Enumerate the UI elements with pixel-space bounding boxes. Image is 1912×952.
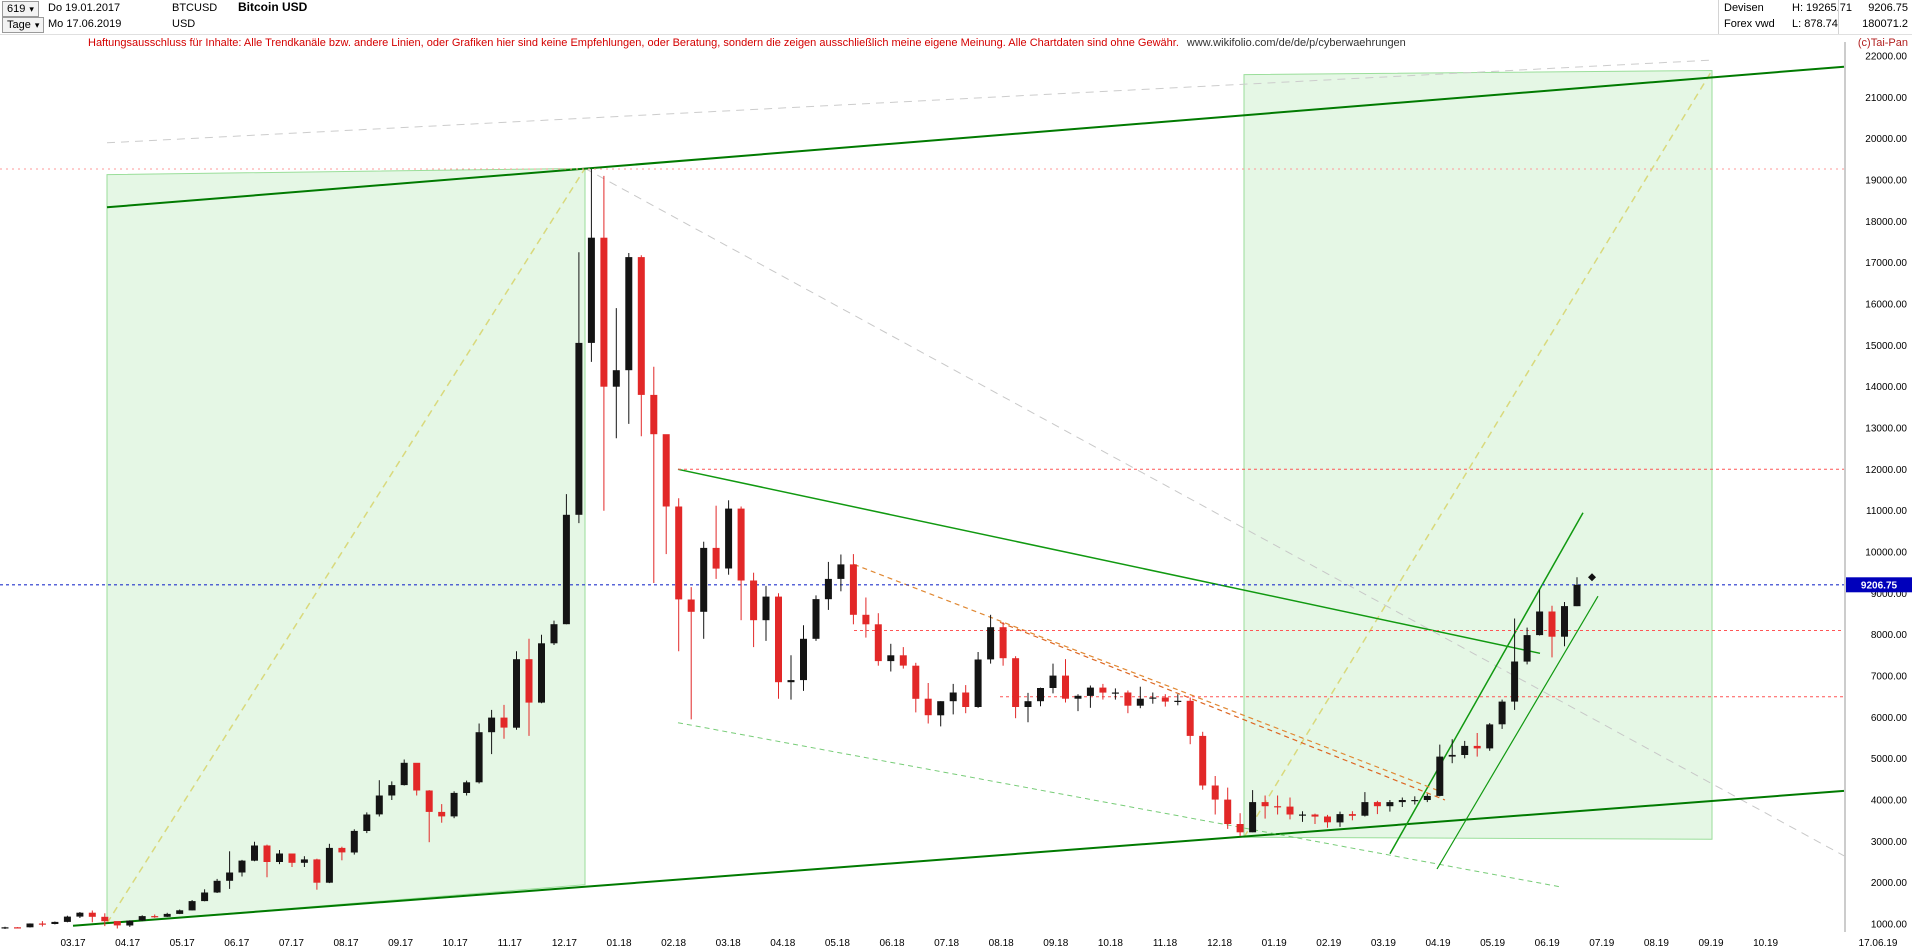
date-to: Mo 17.06.2019 [48, 18, 122, 30]
y-axis-label: 11000.00 [1866, 506, 1907, 517]
y-axis-label: 19000.00 [1865, 176, 1907, 187]
x-axis-current-date: 17.06.19 [1859, 938, 1898, 949]
x-axis-label: 08.19 [1644, 938, 1669, 949]
x-axis-label: 03.19 [1371, 938, 1396, 949]
x-axis-label: 04.18 [770, 938, 795, 949]
x-axis-label: 02.19 [1316, 938, 1341, 949]
feed-label: Forex vwd [1724, 18, 1775, 30]
x-axis-label: 10.19 [1753, 938, 1778, 949]
lows-trendline-2018 [677, 722, 1561, 888]
volume-value: 180071.2 [1862, 18, 1908, 30]
chevron-down-icon: ▾ [34, 19, 40, 30]
last-price-marker [1588, 573, 1596, 582]
steep-uptrend-2019-b [1436, 595, 1599, 870]
x-axis-label: 08.17 [333, 938, 358, 949]
y-axis-label: 1000.00 [1871, 920, 1908, 931]
x-axis-label: 03.17 [60, 938, 85, 949]
downtrend-line-2018 [677, 468, 1541, 655]
x-axis-label: 11.17 [498, 938, 523, 949]
x-axis-label: 03.18 [716, 938, 741, 949]
chevron-down-icon: ▾ [29, 3, 34, 14]
upper-trendline [106, 65, 1845, 209]
y-axis-label: 21000.00 [1865, 93, 1907, 104]
x-axis-label: 09.19 [1698, 938, 1723, 949]
bars-count-value: 619 [7, 2, 26, 15]
x-axis-label: 10.18 [1098, 938, 1123, 949]
orange-downtrend-b [999, 621, 1446, 801]
period-value: Tage [7, 18, 31, 31]
orange-downtrend-a [853, 563, 1440, 792]
lower-support-trendline [72, 789, 1845, 927]
header-divider [1838, 0, 1839, 34]
x-axis-label: 06.19 [1535, 938, 1560, 949]
instrument-title: Bitcoin USD [238, 0, 308, 14]
y-axis-label: 12000.00 [1865, 465, 1907, 476]
x-axis-label: 10.17 [443, 938, 468, 949]
x-axis-label: 02.18 [661, 938, 686, 949]
y-axis-label: 9000.00 [1871, 589, 1908, 600]
header-separator [0, 34, 1912, 35]
x-axis-label: 07.17 [279, 938, 304, 949]
x-axis-label: 05.17 [170, 938, 195, 949]
exchange-label: Devisen [1724, 2, 1764, 14]
header-divider [1718, 0, 1719, 34]
steep-uptrend-2019-a [1389, 512, 1584, 855]
x-axis-label: 05.19 [1480, 938, 1505, 949]
date-from: Do 19.01.2017 [48, 2, 121, 14]
x-axis-label: 09.18 [1043, 938, 1068, 949]
y-axis-label: 20000.00 [1865, 134, 1907, 145]
gray-trendline-down [584, 167, 1845, 857]
y-axis-label: 15000.00 [1865, 341, 1907, 352]
y-axis-label: 22000.00 [1865, 52, 1907, 63]
y-axis-label: 13000.00 [1865, 424, 1907, 435]
period-low: L: 878.74 [1792, 18, 1838, 30]
rally-diagonal-2017 [106, 167, 586, 924]
period-high: H: 19265.71 [1792, 2, 1852, 14]
y-axis-label: 7000.00 [1871, 672, 1908, 683]
disclaimer-text: Haftungsausschluss für Inhalte: Alle Tre… [88, 37, 1179, 49]
x-axis-label: 07.18 [934, 938, 959, 949]
copyright-label: (c)Tai-Pan [1857, 37, 1908, 49]
disclaimer-line: Haftungsausschluss für Inhalte: Alle Tre… [88, 37, 1406, 49]
overlay-layer [0, 59, 1845, 927]
candles-layer [1, 169, 1581, 929]
symbol-code: BTCUSD [172, 2, 218, 14]
x-axis-label: 06.18 [879, 938, 904, 949]
x-axis-label: 12.17 [552, 938, 577, 949]
disclaimer-url: www.wikifolio.com/de/de/p/cyberwaehrunge… [1186, 37, 1406, 49]
rally-diagonal-2019 [1243, 70, 1713, 838]
y-axis-label: 16000.00 [1865, 300, 1907, 311]
last-price-tag-value: 9206.75 [1861, 580, 1898, 591]
axes-layer: 22000.00 21000.00 20000.00 19000.00 18000.00… [60, 42, 1912, 949]
y-axis-label: 3000.00 [1871, 837, 1908, 848]
x-axis-label: 11.18 [1153, 938, 1178, 949]
x-axis-label: 01.18 [606, 938, 631, 949]
last-price-value: 9206.75 [1868, 2, 1908, 14]
y-axis-label: 2000.00 [1871, 878, 1908, 889]
last-price-tag [1846, 577, 1912, 593]
period-dropdown[interactable]: Tage ▾ [2, 17, 45, 33]
y-axis-label: 14000.00 [1865, 382, 1907, 393]
x-axis-label: 08.18 [989, 938, 1014, 949]
y-axis-label: 10000.00 [1865, 548, 1907, 559]
y-axis-label: 4000.00 [1871, 796, 1908, 807]
y-axis-label: 6000.00 [1871, 713, 1908, 724]
bars-count-dropdown[interactable]: 619 ▾ [2, 1, 39, 17]
gray-trendline-upper [106, 59, 1713, 144]
x-axis-label: 09.17 [388, 938, 413, 949]
x-axis-label: 04.17 [115, 938, 140, 949]
x-axis-label: 07.19 [1589, 938, 1614, 949]
y-axis-label: 8000.00 [1871, 630, 1908, 641]
x-axis-label: 01.19 [1262, 938, 1287, 949]
x-axis-label: 12.18 [1207, 938, 1232, 949]
x-axis-label: 05.18 [825, 938, 850, 949]
y-axis-label: 18000.00 [1865, 217, 1907, 228]
y-axis-label: 17000.00 [1865, 258, 1907, 269]
y-axis-label: 5000.00 [1871, 754, 1908, 765]
x-axis-label: 06.17 [224, 938, 249, 949]
currency-label: USD [172, 18, 196, 30]
x-axis-label: 04.19 [1425, 938, 1450, 949]
